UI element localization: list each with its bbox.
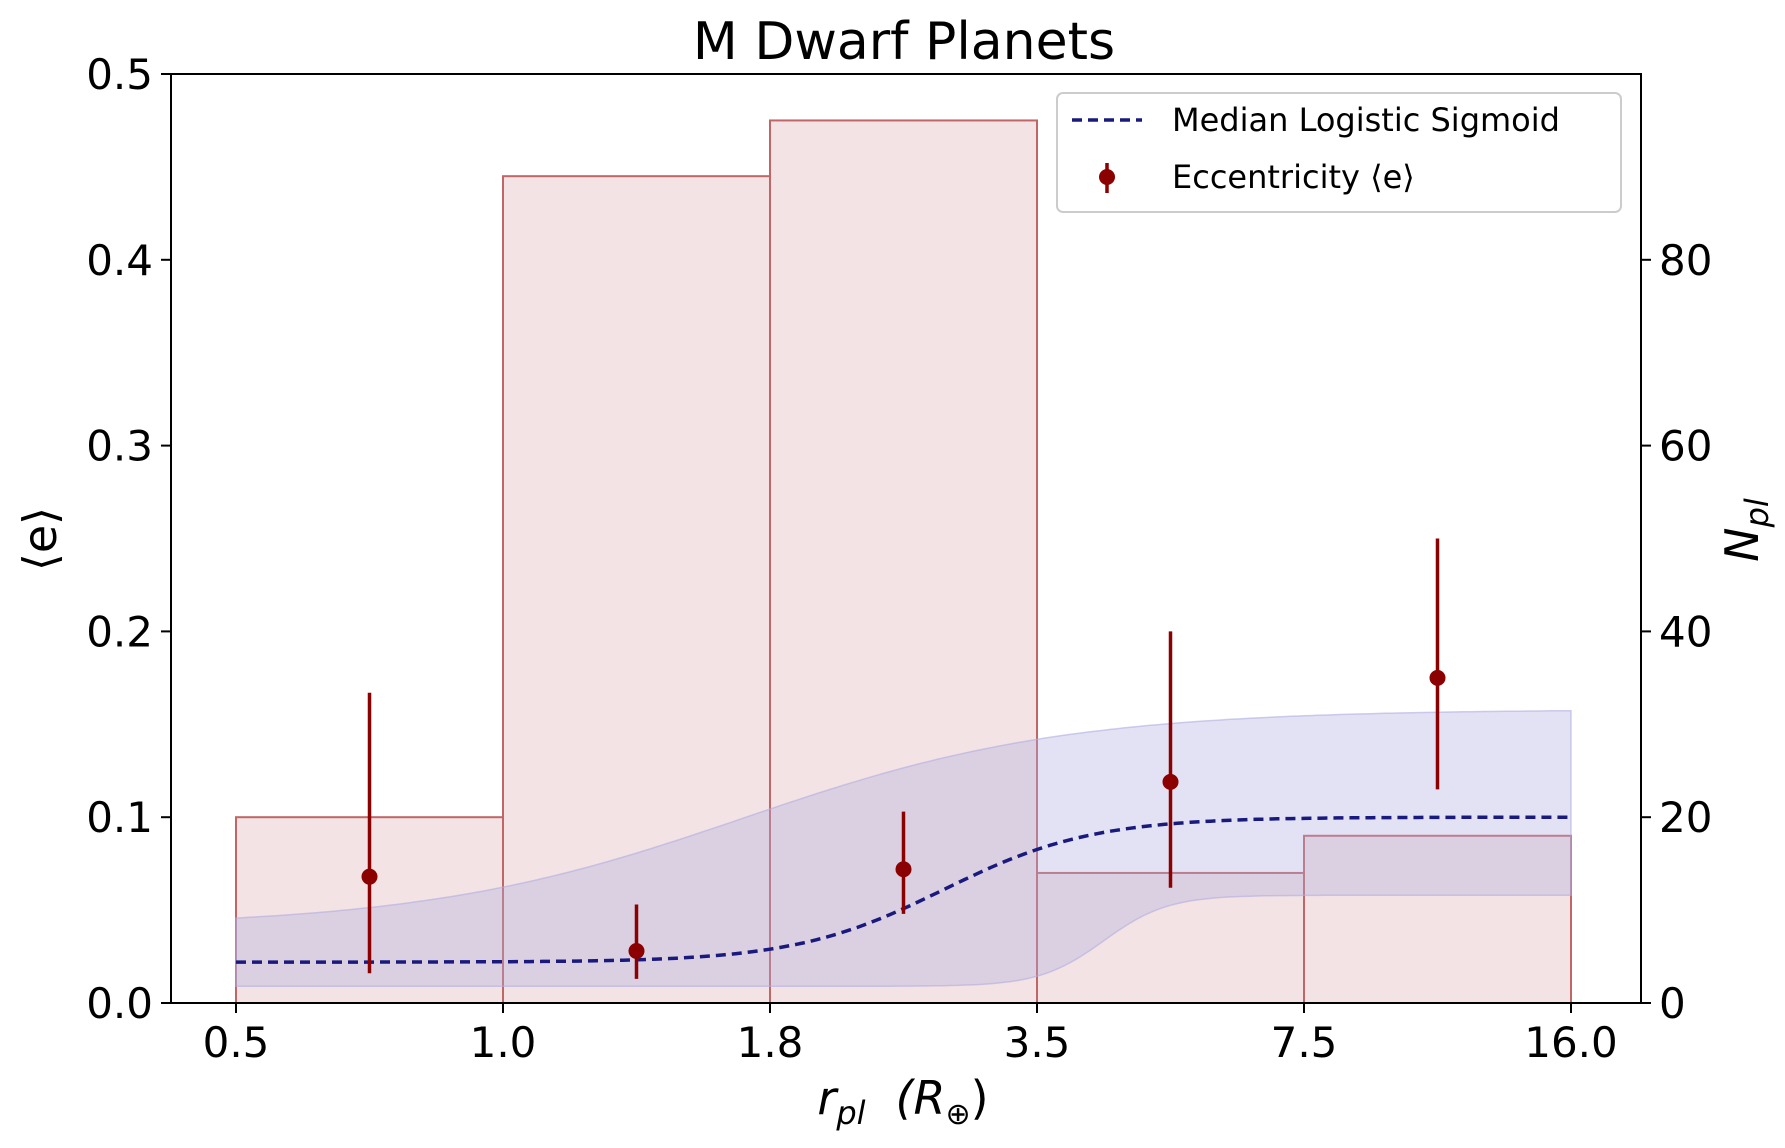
eccentricity-layer bbox=[361, 538, 1446, 979]
y-right-tick-label: 0 bbox=[1659, 979, 1686, 1028]
y-axis-left-label: ⟨e⟩ bbox=[13, 507, 67, 571]
eccentricity-point bbox=[1429, 669, 1446, 686]
x-axis-label-main: r bbox=[817, 1071, 839, 1125]
x-axis-label-sub: pl bbox=[835, 1094, 865, 1132]
x-tick-label: 1.0 bbox=[470, 1018, 537, 1067]
eccentricity-point bbox=[361, 868, 378, 885]
legend-sigmoid-label: Median Logistic Sigmoid bbox=[1172, 101, 1560, 139]
x-tick-label: 7.5 bbox=[1271, 1018, 1338, 1067]
y-left-tick-label: 0.5 bbox=[86, 50, 153, 99]
y-left-tick-label: 0.1 bbox=[86, 793, 153, 842]
histogram-bar bbox=[1303, 834, 1572, 1005]
eccentricity-point bbox=[628, 942, 645, 959]
y-left-tick-label: 0.2 bbox=[86, 607, 153, 656]
y-axis-right-label-sub: pl bbox=[1738, 498, 1776, 528]
eccentricity-point bbox=[1162, 773, 1179, 790]
legend-ecc-label: Eccentricity ⟨e⟩ bbox=[1172, 158, 1415, 196]
x-tick-label: 1.8 bbox=[737, 1018, 804, 1067]
eccentricity-point bbox=[895, 861, 912, 878]
legend: Median Logistic Sigmoid Eccentricity ⟨e⟩ bbox=[1056, 92, 1622, 213]
y-right-tick-label: 80 bbox=[1659, 236, 1712, 285]
y-axis-right-label-main: N bbox=[1715, 527, 1769, 561]
plot-frame bbox=[170, 73, 1642, 1004]
y-right-tick-label: 20 bbox=[1659, 793, 1712, 842]
x-axis-label-unit: (R bbox=[896, 1071, 946, 1125]
y-right-tick-label: 40 bbox=[1659, 607, 1712, 656]
y-left-tick-label: 0.0 bbox=[86, 979, 153, 1028]
x-axis-label-unit-sub: ⊕ bbox=[945, 1097, 970, 1132]
axes-layer: 0.0 0.1 0.2 0.3 0.4 0.5 0 20 40 60 80 0.5 1.0 1.8 3.5 7… bbox=[86, 50, 1712, 1067]
y-left-tick-label: 0.4 bbox=[86, 236, 153, 285]
x-tick-label: 16.0 bbox=[1524, 1018, 1618, 1067]
histogram-layer bbox=[235, 119, 1572, 1005]
y-right-tick-label: 60 bbox=[1659, 422, 1712, 471]
y-left-tick-label: 0.3 bbox=[86, 422, 153, 471]
histogram-bar bbox=[502, 175, 771, 1004]
x-tick-label: 0.5 bbox=[203, 1018, 270, 1067]
x-tick-label: 3.5 bbox=[1004, 1018, 1071, 1067]
histogram-bar bbox=[1036, 871, 1305, 1004]
legend-box bbox=[1056, 92, 1622, 213]
y-axis-right-label: Npl bbox=[1715, 498, 1776, 562]
legend-ecc-marker bbox=[1099, 169, 1115, 185]
histogram-bar bbox=[769, 119, 1038, 1004]
x-axis-label: rpl (R⊕) bbox=[817, 1071, 988, 1132]
x-axis-label-close: ) bbox=[971, 1071, 989, 1125]
chart-title: M Dwarf Planets bbox=[693, 12, 1115, 72]
